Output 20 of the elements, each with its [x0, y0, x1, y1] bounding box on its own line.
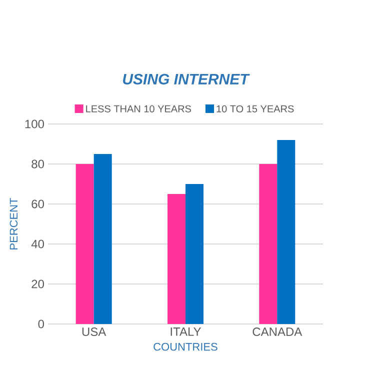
y-tick-label: 100: [25, 120, 44, 128]
bar: [259, 164, 278, 324]
y-axis-title: PERCENT: [10, 198, 18, 250]
legend-label: 10 TO 15 YEARS: [216, 105, 294, 112]
x-tick-label: CANADA: [252, 328, 302, 336]
y-tick-label: 20: [32, 280, 44, 288]
x-axis-title: COUNTRIES: [154, 342, 218, 351]
bar: [76, 164, 94, 324]
bar: [277, 140, 296, 324]
bar: [167, 194, 186, 324]
chart-title: USING INTERNET: [123, 74, 250, 84]
y-tick-label: 80: [32, 160, 44, 168]
legend-label: LESS THAN 10 YEARS: [86, 105, 191, 112]
bar: [94, 154, 112, 324]
x-tick-label: ITALY: [170, 328, 202, 336]
bar: [185, 184, 204, 324]
y-tick-label: 40: [31, 240, 44, 248]
x-tick-label: USA: [82, 328, 106, 336]
y-tick-label: 0: [38, 320, 44, 328]
y-tick-label: 60: [32, 200, 44, 208]
